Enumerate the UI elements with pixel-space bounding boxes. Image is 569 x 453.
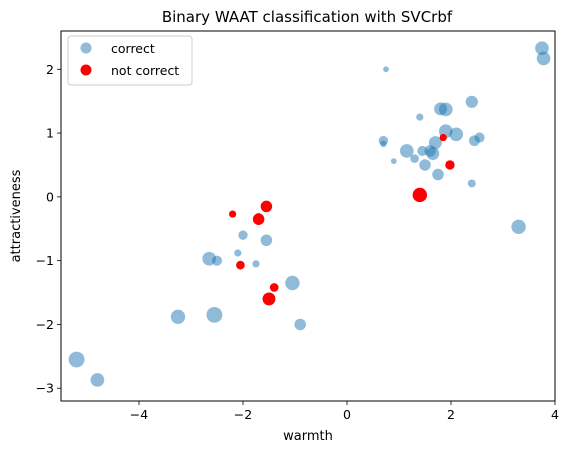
point-correct-27	[438, 102, 453, 117]
point-correct-9	[260, 234, 273, 247]
x-axis-label: warmth	[283, 429, 333, 444]
x-tick-label: 4	[551, 407, 559, 422]
x-tick-label: −4	[130, 407, 148, 422]
legend-label-not-correct: not correct	[111, 63, 179, 78]
point-correct-8	[252, 260, 260, 268]
y-tick-label: 0	[46, 189, 54, 204]
point-correct-3	[206, 306, 223, 323]
y-axis-ticks: −3 −2 −1 0 1 2	[36, 62, 61, 396]
y-tick-label: −1	[36, 253, 54, 268]
point-correct-16	[390, 158, 397, 165]
point-correct-24	[428, 136, 442, 150]
legend-label-correct: correct	[111, 41, 155, 56]
point-correct-5	[211, 255, 223, 266]
x-tick-label: 0	[343, 407, 351, 422]
point-correct-7	[238, 230, 248, 240]
y-tick-label: 1	[46, 126, 54, 141]
point-correct-15	[380, 140, 387, 148]
point-correct-36	[536, 51, 551, 66]
points-layer	[68, 41, 551, 387]
x-axis-ticks: −4 −2 0 2 4	[130, 401, 559, 422]
point-correct-17	[399, 144, 414, 158]
x-tick-label: −2	[234, 407, 252, 422]
point-correct-33	[467, 179, 476, 188]
point-correct-34	[511, 219, 526, 235]
point-correct-21	[419, 159, 431, 171]
point-not-correct-0	[229, 210, 237, 218]
point-correct-19	[416, 113, 424, 121]
point-correct-32	[474, 132, 485, 143]
plot-frame	[60, 30, 556, 402]
point-correct-12	[294, 318, 306, 331]
point-not-correct-2	[260, 200, 273, 213]
y-tick-label: −2	[36, 317, 54, 332]
point-correct-6	[234, 249, 242, 257]
chart-title: Binary WAAT classification with SVCrbf	[162, 8, 453, 26]
legend-marker-correct	[80, 42, 92, 54]
point-correct-18	[410, 154, 419, 163]
point-not-correct-6	[412, 187, 427, 203]
point-not-correct-8	[445, 160, 455, 170]
point-correct-20	[417, 145, 428, 156]
y-tick-label: −3	[36, 381, 54, 396]
point-correct-2	[170, 309, 186, 324]
point-correct-11	[285, 275, 300, 291]
point-correct-0	[68, 351, 85, 368]
point-correct-30	[465, 95, 478, 108]
point-correct-25	[432, 168, 444, 181]
legend-marker-not-correct	[80, 64, 92, 76]
point-not-correct-3	[236, 260, 245, 270]
point-correct-1	[90, 373, 105, 387]
y-axis-label: attractiveness	[9, 169, 24, 262]
legend: correct not correct	[67, 35, 193, 86]
point-not-correct-7	[439, 133, 447, 142]
x-tick-label: 2	[447, 407, 455, 422]
point-not-correct-1	[252, 213, 265, 225]
point-correct-23	[426, 147, 440, 160]
point-correct-35	[535, 41, 549, 56]
point-correct-13	[383, 66, 389, 73]
legend-box	[67, 35, 193, 86]
point-correct-29	[449, 127, 464, 142]
point-not-correct-4	[269, 283, 279, 292]
y-tick-label: 2	[46, 62, 54, 77]
point-not-correct-5	[262, 292, 276, 306]
